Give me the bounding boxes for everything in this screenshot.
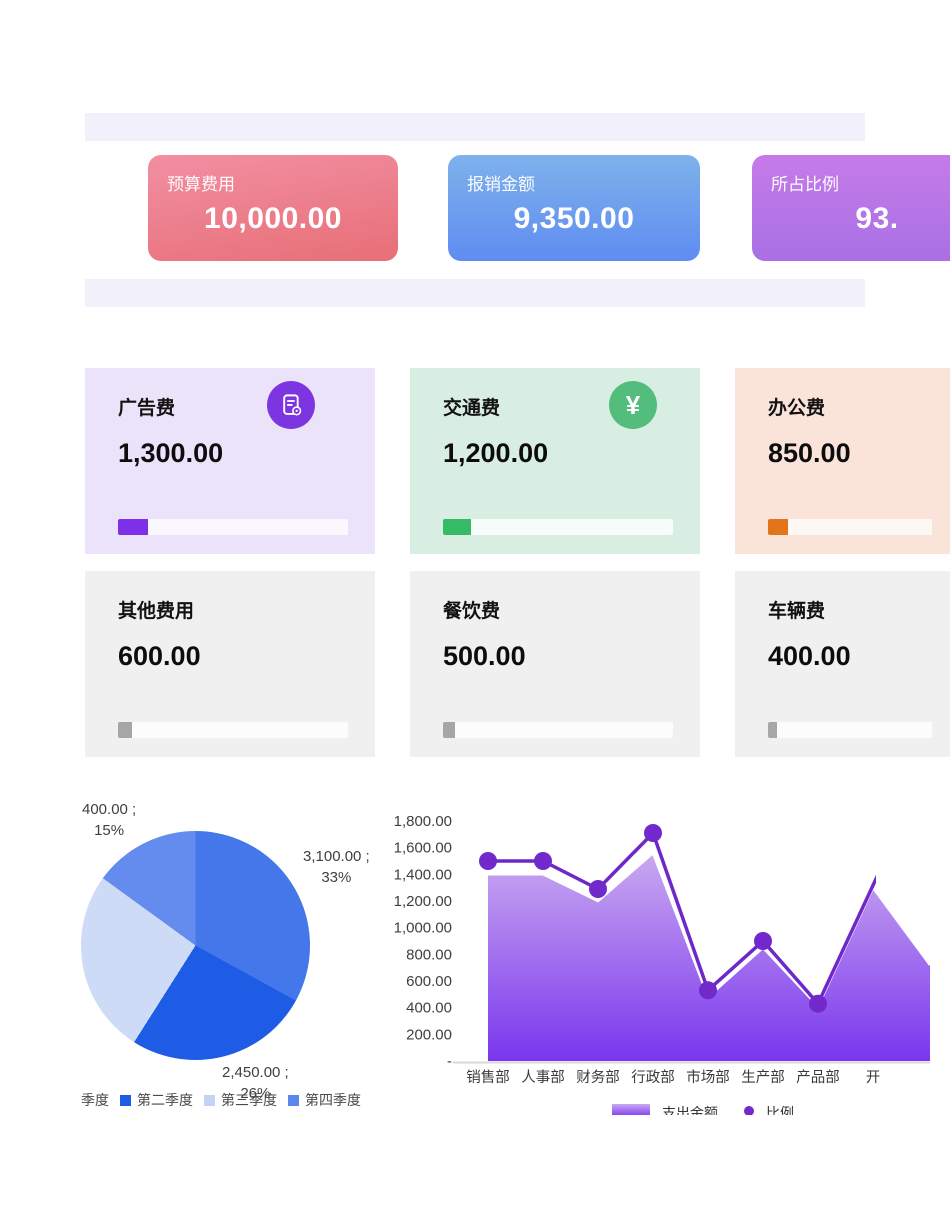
progress-bar (118, 519, 348, 535)
expense-card-advertising: 广告费 1,300.00 (85, 368, 375, 554)
progress-bar (443, 519, 673, 535)
legend-item-q3: 第三季度 (204, 1090, 277, 1110)
svg-text:1,000.00: 1,000.00 (394, 920, 452, 937)
legend-item-q1: 季度 (81, 1092, 109, 1108)
department-area-chart: 1,800.00 1,600.00 1,400.00 1,200.00 1,000.00… (394, 813, 932, 1086)
expense-card-dining: 餐饮费 500.00 (410, 571, 700, 757)
svg-text:-: - (447, 1053, 452, 1070)
summary-card-ratio: 所占比例 93. (752, 155, 950, 261)
quarterly-pie-chart (81, 831, 310, 1060)
divider-strip (85, 279, 865, 307)
line-legend-dot (744, 1106, 754, 1115)
expense-card-office: 办公费 850.00 (735, 368, 950, 554)
svg-text:1,400.00: 1,400.00 (394, 866, 452, 883)
reimbursed-value: 9,350.00 (513, 202, 635, 235)
expense-value: 1,200.00 (443, 438, 549, 468)
expense-value: 500.00 (443, 641, 526, 671)
summary-card-budget: 预算费用 10,000.00 (148, 155, 398, 261)
expense-value: 850.00 (768, 438, 851, 468)
reimbursed-label: 报销金额 (467, 175, 535, 194)
svg-text:生产部: 生产部 (741, 1069, 785, 1086)
expense-title: 办公费 (768, 398, 826, 419)
svg-text:行政部: 行政部 (631, 1069, 675, 1086)
ratio-label: 所占比例 (771, 175, 839, 194)
area-legend-swatch (612, 1104, 650, 1115)
pie-label-q2: 2,450.00 ; 26% (222, 1064, 289, 1102)
pie-legend: 季度 第二季度 第三季度 第四季度 (81, 1090, 361, 1110)
expense-value: 1,300.00 (118, 438, 224, 468)
legend-item-q4: 第四季度 (288, 1090, 361, 1110)
budget-label: 预算费用 (167, 175, 235, 194)
svg-text:1,200.00: 1,200.00 (394, 893, 452, 910)
svg-text:800.00: 800.00 (406, 946, 452, 963)
progress-bar (443, 722, 673, 738)
header-strip (85, 113, 865, 141)
svg-text:市场部: 市场部 (686, 1069, 730, 1086)
svg-text:产品部: 产品部 (796, 1069, 840, 1086)
yuan-glyph: ¥ (625, 389, 641, 420)
expense-title: 广告费 (118, 398, 176, 419)
progress-bar (768, 519, 932, 535)
area-chart-legend: 支出金额 比例 (612, 1103, 794, 1115)
legend-swatch (288, 1094, 299, 1106)
expense-title: 其他费用 (118, 601, 195, 622)
budget-value: 10,000.00 (204, 202, 342, 235)
expense-title: 餐饮费 (443, 601, 501, 622)
svg-text:400.00: 400.00 (406, 1000, 452, 1017)
svg-text:财务部: 财务部 (576, 1069, 620, 1086)
ratio-value: 93. (855, 202, 899, 235)
expense-title: 交通费 (443, 398, 501, 419)
legend-item-q2: 第二季度 (120, 1090, 193, 1110)
expense-value: 400.00 (768, 641, 851, 671)
svg-text:200.00: 200.00 (406, 1026, 452, 1043)
progress-bar (768, 722, 932, 738)
svg-text:开: 开 (866, 1070, 881, 1086)
area-legend-label: 支出金额 (662, 1105, 718, 1115)
svg-text:1,800.00: 1,800.00 (394, 813, 452, 830)
pie-label-q4: 400.00 ; 15% (82, 801, 137, 839)
svg-text:销售部: 销售部 (466, 1069, 510, 1086)
expense-value: 600.00 (118, 641, 201, 671)
legend-swatch (204, 1094, 215, 1106)
svg-text:人事部: 人事部 (521, 1069, 565, 1086)
line-legend-label: 比例 (766, 1105, 794, 1115)
pie-label-q1: 3,100.00 ; 33% (303, 848, 370, 886)
summary-card-reimbursed: 报销金额 9,350.00 (448, 155, 700, 261)
legend-swatch (120, 1094, 131, 1106)
progress-bar (118, 722, 348, 738)
svg-text:1,600.00: 1,600.00 (394, 840, 452, 857)
svg-text:600.00: 600.00 (406, 973, 452, 990)
expense-card-other: 其他费用 600.00 (85, 571, 375, 757)
expense-title: 车辆费 (768, 601, 826, 622)
expense-card-transport: 交通费 ¥ 1,200.00 (410, 368, 700, 554)
expense-card-vehicle: 车辆费 400.00 (735, 571, 950, 757)
yuan-icon: ¥ (609, 381, 657, 429)
document-gear-icon (267, 381, 315, 429)
